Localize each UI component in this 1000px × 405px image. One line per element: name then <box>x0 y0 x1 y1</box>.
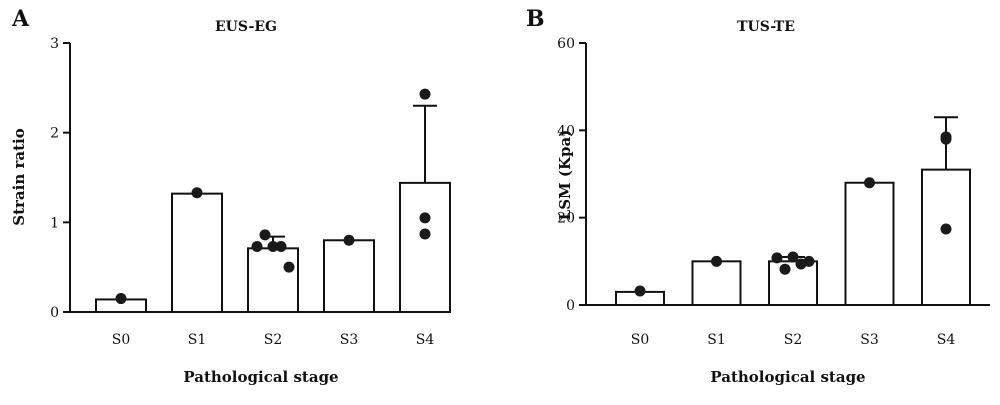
panel-a-letter: A <box>11 6 30 32</box>
panel-a-point-s2-4 <box>283 261 295 273</box>
panel-b-y-tick-label-1: 20 <box>557 211 575 227</box>
panel-a-point-s4-2 <box>419 228 431 240</box>
panel-b-x-tick-label-s1: S1 <box>707 332 726 348</box>
panel-b-x-tick-label-s3: S3 <box>860 332 879 348</box>
panel-b-point-s4-2 <box>940 223 952 235</box>
panel-b-y-axis-label: LSM (Kpa) <box>556 130 574 221</box>
panel-a-point-s3-0 <box>343 234 355 246</box>
panel-a-x-tick-label-s4: S4 <box>416 332 435 348</box>
panel-b-y-tick-label-2: 40 <box>557 123 575 139</box>
panel-a-y-tick-label-3: 3 <box>50 36 59 52</box>
panel-a-point-s2-3 <box>275 241 287 253</box>
panel-a-x-tick-label-s3: S3 <box>340 332 359 348</box>
panel-a-y-tick-label-1: 1 <box>50 215 59 231</box>
panel-b-point-s0-0 <box>634 285 646 297</box>
panel-b: B TUS-TE LSM (Kpa) Pathological stage 0 2… <box>526 6 990 386</box>
panel-a-y-axis-label: Strain ratio <box>10 128 28 225</box>
panel-b-point-s2-2 <box>787 251 799 263</box>
panel-a-y-tick-label-0: 0 <box>50 305 59 321</box>
panel-a-point-s2-2 <box>267 241 279 253</box>
panel-b-x-tick-label-s4: S4 <box>937 332 956 348</box>
panel-b-point-s4-1 <box>940 131 952 143</box>
panel-b-bar-s1 <box>691 260 742 307</box>
panel-a-plot: 0 1 2 3 S0 S1 S2 S3 S4 <box>50 36 451 348</box>
panel-b-x-tick-label-s2: S2 <box>784 332 803 348</box>
panel-b-point-s2-0 <box>771 252 783 264</box>
panel-a-point-s0-0 <box>115 293 127 305</box>
panel-a-point-s4-0 <box>419 88 431 100</box>
panel-a-x-tick-label-s2: S2 <box>264 332 283 348</box>
panel-a-point-s1-0 <box>191 187 203 199</box>
panel-b-plot: 0 20 40 60 S0 S1 S2 S3 S4 <box>557 36 990 348</box>
panel-b-y-tick-label-3: 60 <box>557 36 575 52</box>
panel-b-point-s1-0 <box>711 255 722 267</box>
panel-b-point-s3-0 <box>864 177 875 189</box>
panel-a-bar-s4 <box>399 181 451 313</box>
panel-a-bar-s3 <box>323 239 375 313</box>
panel-a: A EUS-EG Strain ratio Pathological stage… <box>10 6 451 386</box>
panel-a-x-tick-label-s1: S1 <box>188 332 207 348</box>
panel-b-bar-s4 <box>921 168 971 306</box>
panel-a-y-tick-label-2: 2 <box>50 126 59 142</box>
panel-a-point-s2-0 <box>251 241 263 253</box>
panel-a-x-axis-label: Pathological stage <box>183 368 338 386</box>
panel-b-bar-s2 <box>768 260 818 307</box>
panel-a-point-s4-1 <box>419 212 431 224</box>
panel-b-letter: B <box>526 6 545 32</box>
panel-b-point-s2-4 <box>803 255 815 267</box>
panel-a-x-tick-label-s0: S0 <box>112 332 131 348</box>
panel-b-y-tick-label-0: 0 <box>566 298 575 314</box>
panel-a-point-s2-1 <box>259 229 271 241</box>
panel-b-bar-s3 <box>844 181 895 307</box>
panel-b-point-s2-1 <box>779 263 791 275</box>
panel-a-title: EUS-EG <box>215 19 277 35</box>
panel-a-bar-s1 <box>171 192 223 313</box>
panel-b-x-tick-label-s0: S0 <box>631 332 650 348</box>
panel-a-bar-s2 <box>247 247 299 314</box>
panel-b-title: TUS-TE <box>737 19 795 35</box>
panel-b-x-axis-label: Pathological stage <box>710 368 865 386</box>
